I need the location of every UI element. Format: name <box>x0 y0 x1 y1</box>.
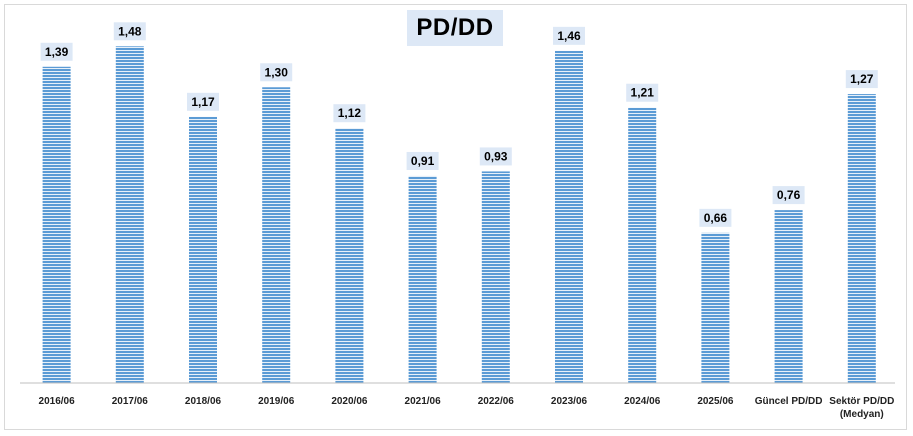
x-tick-label: 2025/06 <box>697 396 734 407</box>
data-label-text: 1,17 <box>191 95 215 109</box>
data-label: 1,39 <box>40 42 73 61</box>
data-label-background <box>187 92 219 111</box>
data-label-background <box>406 151 439 170</box>
data-label-text: 1,48 <box>118 24 142 38</box>
data-label-text: 0,93 <box>484 149 508 163</box>
bar <box>189 116 217 383</box>
bar <box>262 87 291 383</box>
data-label: 0,76 <box>772 186 805 205</box>
data-label-text: 1,39 <box>45 45 69 59</box>
data-label: 0,66 <box>699 208 732 227</box>
x-tick-label: (Medyan) <box>840 409 884 420</box>
x-tick-label: 2022/06 <box>478 396 515 407</box>
data-label: 1,46 <box>553 26 585 45</box>
x-tick-label: Güncel PD/DD <box>755 396 823 407</box>
data-label-background <box>113 22 146 41</box>
bar <box>774 210 803 383</box>
x-tick-label: 2016/06 <box>39 396 76 407</box>
chart-frame <box>4 4 907 430</box>
x-tick-label: Sektör PD/DD <box>829 396 894 407</box>
bar <box>115 46 144 384</box>
data-label-background <box>333 104 366 123</box>
x-tick-label: 2017/06 <box>112 396 149 407</box>
data-label: 1,21 <box>626 83 659 102</box>
data-label-text: 1,27 <box>850 72 874 86</box>
bar <box>481 171 510 383</box>
data-label: 0,93 <box>479 147 512 166</box>
data-label-background <box>845 70 878 89</box>
bar <box>408 175 437 383</box>
x-tick-label: 2019/06 <box>258 396 295 407</box>
x-tick-label: 2020/06 <box>331 396 368 407</box>
data-label: 1,48 <box>113 22 146 41</box>
data-label-background <box>699 208 732 227</box>
data-label-text: 0,91 <box>411 154 435 168</box>
chart-title: PD/DD <box>416 14 494 41</box>
x-tick-label: 2024/06 <box>624 396 661 407</box>
data-label-background <box>626 83 659 102</box>
chart-title-box: PD/DD <box>407 10 503 46</box>
bar <box>42 66 71 384</box>
bar <box>335 128 364 383</box>
bar <box>555 50 583 383</box>
data-label: 1,17 <box>187 92 219 111</box>
x-tick-label: 2018/06 <box>185 396 222 407</box>
data-label: 0,91 <box>406 151 439 170</box>
data-label-text: 1,12 <box>338 106 362 120</box>
data-label: 1,12 <box>333 104 366 123</box>
bar <box>701 232 730 383</box>
data-label-text: 0,76 <box>777 188 801 202</box>
data-label-background <box>260 63 293 82</box>
x-tick-label: 2021/06 <box>405 396 442 407</box>
data-label-background <box>772 186 805 205</box>
data-label: 1,27 <box>845 70 878 89</box>
bar <box>628 107 657 383</box>
data-label-text: 0,66 <box>704 211 728 225</box>
data-label-text: 1,30 <box>265 65 289 79</box>
data-label-text: 1,46 <box>557 29 581 43</box>
x-tick-label: 2023/06 <box>551 396 588 407</box>
data-label-text: 1,21 <box>631 86 655 100</box>
bar <box>847 94 876 383</box>
data-label-background <box>479 147 512 166</box>
data-label-background <box>40 42 73 61</box>
data-label: 1,30 <box>260 63 293 82</box>
data-label-background <box>553 26 585 45</box>
